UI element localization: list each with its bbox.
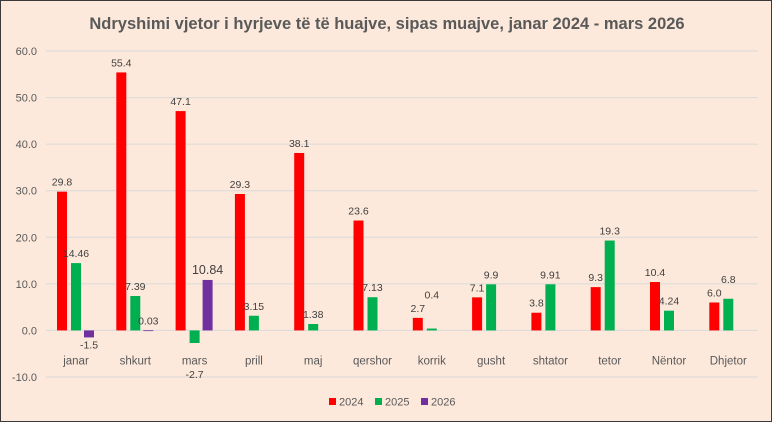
x-tick-label: maj	[304, 355, 323, 367]
bar-2024-maj	[294, 152, 305, 331]
bar-2024-shtator	[531, 312, 542, 331]
bar-2025-maj	[308, 324, 319, 331]
legend-swatch-2026	[421, 398, 428, 405]
y-tick-label: 40.0	[16, 139, 37, 151]
bar-2025-Dhjetor	[723, 298, 734, 331]
data-label: 7.13	[362, 282, 383, 294]
data-label: 6.8	[721, 274, 736, 286]
y-tick-label: 0.0	[22, 325, 37, 337]
data-label: -1.5	[80, 339, 98, 351]
x-tick-label: shkurt	[120, 355, 152, 367]
bar-2024-Dhjetor	[709, 302, 720, 331]
data-label: 23.6	[348, 206, 369, 218]
data-label: 9.3	[588, 272, 603, 284]
y-tick-label: 20.0	[16, 232, 37, 244]
bar-2026-mars	[202, 279, 213, 331]
data-label: 4.24	[659, 296, 680, 308]
data-label: 9.91	[540, 269, 561, 281]
data-label: 38.1	[289, 138, 310, 150]
data-label: 9.9	[484, 269, 499, 281]
bar-2026-janar	[84, 330, 94, 338]
legend-swatch-2024	[329, 398, 336, 405]
bar-2024-qershor	[353, 220, 364, 331]
bar-2025-prill	[248, 315, 259, 331]
data-label: 55.4	[111, 57, 132, 69]
data-label: 1.38	[303, 309, 324, 321]
bar-2024-gusht	[472, 297, 483, 331]
chart-title: Ndryshimi vjetor i hyrjeve të të huajve,…	[89, 15, 684, 33]
bar-2025-korrik	[426, 328, 437, 331]
bar-2025-shkurt	[130, 296, 141, 331]
x-tick-label: shtator	[533, 355, 568, 367]
data-label: 7.1	[470, 282, 485, 294]
bar-2025-tetor	[604, 240, 615, 331]
bar-2024-korrik	[412, 317, 423, 331]
bar-2024-janar	[57, 191, 67, 331]
data-label: 0.4	[424, 290, 439, 302]
data-label: 47.1	[170, 96, 191, 108]
y-tick-label: 30.0	[16, 186, 37, 198]
data-label: 3.15	[244, 301, 265, 313]
data-label: 7.39	[125, 281, 146, 293]
bar-2024-mars	[175, 111, 186, 331]
legend-label: 2024	[339, 397, 363, 409]
data-label: 14.46	[63, 248, 89, 260]
data-label: 10.4	[645, 267, 666, 279]
bar-2024-prill	[234, 193, 245, 331]
bar-2025-Nëntor	[664, 310, 674, 331]
data-label: 29.8	[52, 177, 73, 189]
legend-label: 2025	[385, 397, 409, 409]
y-tick-label: 60.0	[16, 46, 37, 58]
x-tick-label: Dhjetor	[710, 355, 747, 367]
bar-2025-mars	[189, 330, 200, 344]
legend-label: 2026	[431, 397, 455, 409]
x-tick-label: tetor	[598, 355, 621, 367]
data-label: 3.8	[529, 298, 544, 310]
x-tick-label: korrik	[418, 355, 446, 367]
data-label: 6.0	[707, 287, 722, 299]
data-label: -2.7	[186, 369, 204, 381]
data-label: 2.7	[410, 303, 425, 315]
y-tick-label: 10.0	[16, 279, 37, 291]
bar-2026-shkurt	[143, 330, 154, 332]
bar-2024-shkurt	[116, 72, 127, 331]
bar-2024-tetor	[590, 287, 601, 331]
x-tick-label: mars	[182, 355, 208, 367]
x-tick-label: qershor	[353, 355, 392, 367]
data-label: 10.84	[192, 263, 223, 277]
x-tick-label: janar	[62, 355, 89, 367]
bar-2025-qershor	[367, 297, 378, 331]
x-tick-label: gusht	[477, 355, 506, 367]
x-tick-label: prill	[245, 355, 263, 367]
bar-2025-janar	[71, 263, 81, 331]
bar-2025-shtator	[545, 284, 556, 331]
y-tick-label: 50.0	[16, 93, 37, 105]
y-tick-label: -10.0	[12, 372, 37, 384]
data-label: 19.3	[599, 226, 620, 238]
bar-2025-gusht	[486, 284, 497, 331]
legend-swatch-2025	[375, 398, 382, 405]
data-label: 29.3	[230, 179, 251, 191]
bar-2024-Nëntor	[650, 281, 660, 331]
x-tick-label: Nëntor	[652, 355, 687, 367]
data-label: 0.03	[138, 315, 159, 327]
